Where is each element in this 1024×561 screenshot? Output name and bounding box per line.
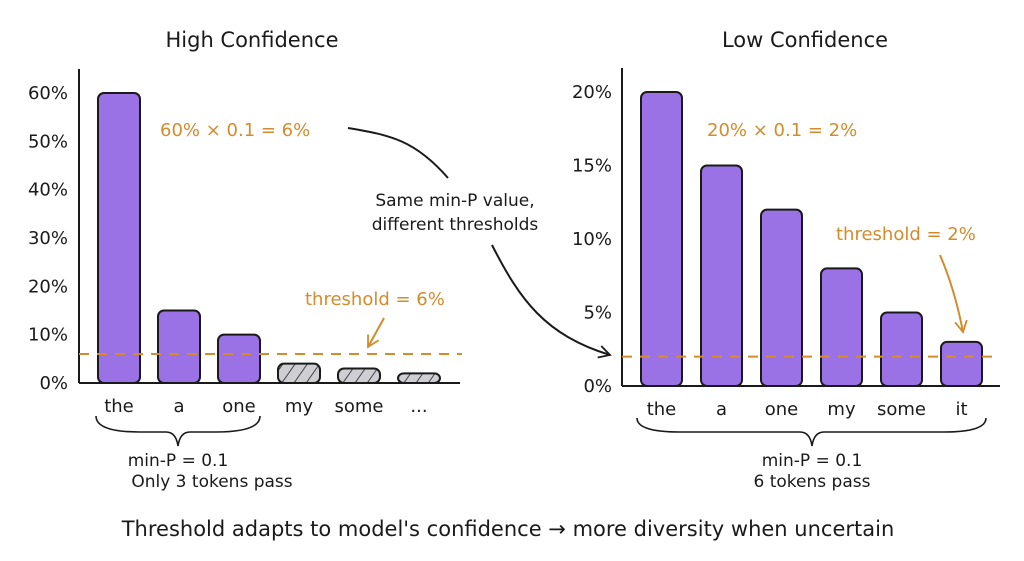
brace-icon [636, 417, 987, 447]
y-tick-label: 0% [39, 373, 68, 394]
y-tick-label: 0% [583, 376, 612, 397]
y-tick-label: 40% [28, 180, 68, 201]
bar-filtered [337, 367, 381, 384]
y-tick-label: 20% [28, 276, 68, 297]
threshold-arrow-icon [367, 317, 385, 349]
brace-label-count: 6 tokens pass [754, 472, 871, 492]
y-tick-label: 20% [572, 82, 612, 103]
category-label: a [716, 399, 727, 420]
middle-note-line2: different thresholds [372, 215, 539, 235]
chart-title: Low Confidence [722, 28, 888, 52]
bar-pass [940, 340, 983, 387]
brace-label-minp: min-P = 0.1 [762, 451, 863, 471]
category-label: it [955, 399, 967, 420]
threshold-arrow-icon [939, 254, 968, 334]
footer-caption: Threshold adapts to model's confidence →… [121, 517, 895, 541]
y-tick-label: 10% [572, 229, 612, 250]
bar-filtered [397, 372, 441, 385]
connector-line-icon [347, 127, 449, 179]
bar-pass [640, 91, 683, 387]
category-label: a [173, 396, 184, 417]
category-labels: the a one my some... [104, 396, 427, 417]
bars [97, 92, 441, 385]
category-label: the [647, 399, 677, 420]
bar-pass [217, 333, 261, 384]
bar-pass [700, 164, 743, 387]
category-label: the [104, 396, 134, 417]
bar-pass [97, 92, 141, 384]
category-label: my [827, 399, 856, 420]
y-tick-label: 10% [28, 325, 68, 346]
threshold-annotation: threshold = 6% [305, 289, 445, 310]
y-tick-label: 50% [28, 131, 68, 152]
y-tick-label: 15% [572, 156, 612, 177]
bars [640, 91, 983, 387]
category-labels: the a one my some it [647, 399, 968, 420]
category-label: one [222, 396, 256, 417]
brace-label-minp: min-P = 0.1 [128, 451, 229, 471]
threshold-annotation: threshold = 2% [836, 224, 976, 245]
connector-arrow-icon [491, 244, 612, 359]
category-label: some [877, 399, 926, 420]
high-confidence-chart: High Confidence 0% 10% 20% 30% 40% 50% 60% the… [28, 28, 462, 492]
y-tick-label: 60% [28, 83, 68, 104]
y-tick-label: 30% [28, 228, 68, 249]
formula-annotation: 20% × 0.1 = 2% [707, 120, 857, 141]
bar-pass [760, 208, 803, 387]
formula-annotation: 60% × 0.1 = 6% [160, 120, 310, 141]
y-tick-labels: 0% 5% 10% 15% 20% [572, 82, 612, 397]
bar-pass [820, 267, 863, 387]
brace-label-count: Only 3 tokens pass [131, 472, 292, 492]
category-label: one [765, 399, 799, 420]
chart-title: High Confidence [165, 28, 338, 52]
middle-note-line1: Same min-P value, [375, 191, 534, 211]
category-label: ... [410, 396, 427, 417]
category-label: my [285, 396, 314, 417]
bar-filtered [277, 362, 321, 384]
brace-icon [95, 415, 261, 447]
category-label: some [335, 396, 384, 417]
middle-annotation: Same min-P value, different thresholds [347, 127, 612, 359]
y-tick-labels: 0% 10% 20% 30% 40% 50% 60% [28, 83, 68, 394]
low-confidence-chart: Low Confidence 0% 5% 10% 15% 20% the a one my so… [572, 28, 1000, 492]
bar-pass [157, 309, 201, 384]
bar-pass [880, 311, 923, 387]
y-tick-label: 5% [583, 303, 612, 324]
